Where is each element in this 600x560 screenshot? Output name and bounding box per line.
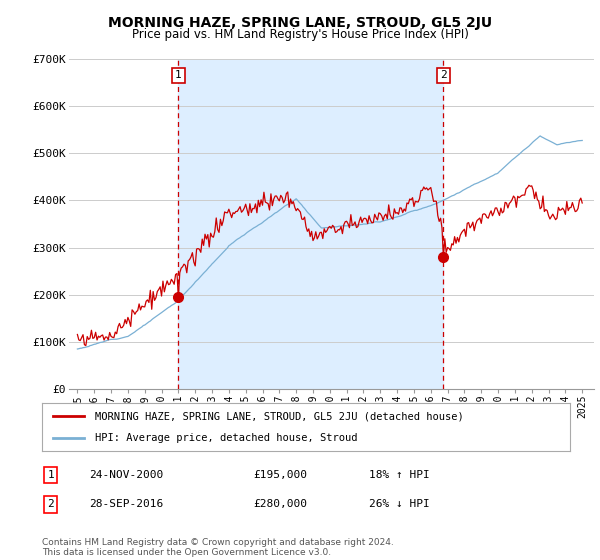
Text: 26% ↓ HPI: 26% ↓ HPI: [370, 500, 430, 510]
Text: 1: 1: [175, 71, 182, 80]
Text: 24-NOV-2000: 24-NOV-2000: [89, 470, 164, 480]
Text: 28-SEP-2016: 28-SEP-2016: [89, 500, 164, 510]
Text: MORNING HAZE, SPRING LANE, STROUD, GL5 2JU: MORNING HAZE, SPRING LANE, STROUD, GL5 2…: [108, 16, 492, 30]
Text: Price paid vs. HM Land Registry's House Price Index (HPI): Price paid vs. HM Land Registry's House …: [131, 28, 469, 41]
Text: 1: 1: [47, 470, 54, 480]
Text: MORNING HAZE, SPRING LANE, STROUD, GL5 2JU (detached house): MORNING HAZE, SPRING LANE, STROUD, GL5 2…: [95, 411, 464, 421]
Text: Contains HM Land Registry data © Crown copyright and database right 2024.
This d: Contains HM Land Registry data © Crown c…: [42, 538, 394, 557]
Text: £195,000: £195,000: [253, 470, 307, 480]
Text: 18% ↑ HPI: 18% ↑ HPI: [370, 470, 430, 480]
Text: £280,000: £280,000: [253, 500, 307, 510]
Text: 2: 2: [440, 71, 447, 80]
Text: 2: 2: [47, 500, 54, 510]
Text: HPI: Average price, detached house, Stroud: HPI: Average price, detached house, Stro…: [95, 433, 358, 443]
Bar: [178, 59, 443, 389]
